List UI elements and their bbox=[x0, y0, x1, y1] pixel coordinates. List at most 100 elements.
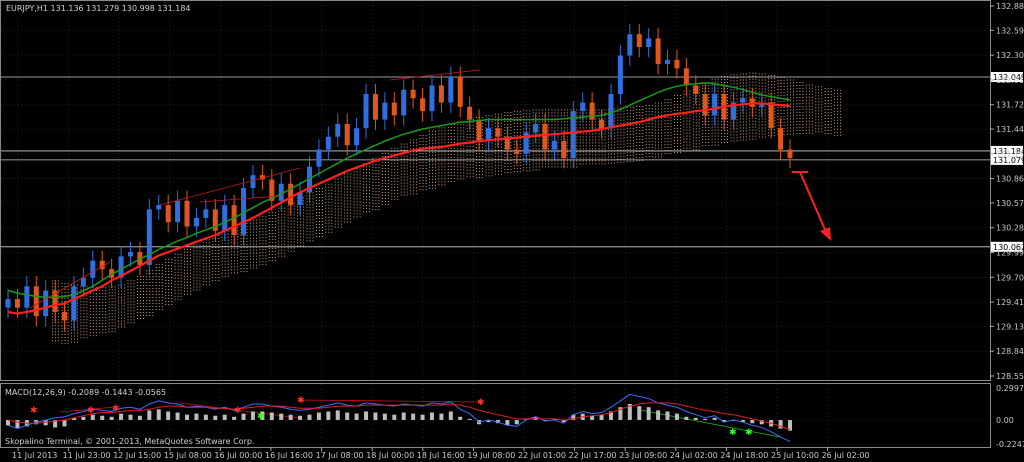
x-tick-label: 18 Jul 16:00 bbox=[417, 451, 465, 460]
candle-body bbox=[401, 89, 407, 116]
macd-histogram-bar bbox=[788, 420, 792, 431]
x-tick-label: 22 Jul 17:00 bbox=[569, 451, 617, 460]
candle-body bbox=[118, 256, 124, 278]
green-moving-average bbox=[7, 82, 791, 299]
macd-histogram-bar bbox=[524, 418, 529, 421]
candle-body bbox=[580, 102, 586, 112]
macd-histogram-bar bbox=[364, 411, 369, 421]
macd-histogram-bar bbox=[213, 415, 218, 421]
macd-histogram-bar bbox=[53, 420, 58, 428]
candle-body bbox=[674, 59, 680, 69]
macd-histogram-bar bbox=[166, 411, 171, 421]
candle-body bbox=[486, 128, 492, 142]
candle-body bbox=[372, 94, 378, 120]
x-tick-label: 23 Jul 09:00 bbox=[619, 451, 667, 460]
macd-signal-line bbox=[7, 402, 791, 431]
macd-star-marker: ✱ bbox=[234, 406, 242, 416]
candle-body bbox=[533, 123, 539, 133]
macd-histogram-bar bbox=[119, 413, 124, 421]
macd-histogram-bar bbox=[250, 411, 255, 421]
macd-histogram-bar bbox=[269, 412, 274, 421]
macd-histogram-bar bbox=[128, 414, 133, 421]
candle-body bbox=[80, 277, 86, 287]
candle-body bbox=[184, 200, 190, 227]
macd-y-tick-label: 0.2997 bbox=[996, 384, 1024, 393]
macd-star-marker: ✱ bbox=[112, 404, 120, 414]
y-tick-label: 129.705 bbox=[996, 273, 1024, 282]
macd-histogram-bar bbox=[298, 415, 303, 421]
x-tick-label: 18 Jul 00:00 bbox=[366, 451, 414, 460]
x-tick-label: 24 Jul 02:00 bbox=[670, 451, 718, 460]
candle-body bbox=[420, 98, 426, 112]
macd-histogram-bar bbox=[439, 413, 444, 421]
x-tick-label: 26 Jul 02:00 bbox=[822, 451, 870, 460]
candle-body bbox=[467, 106, 473, 120]
macd-histogram-bar bbox=[326, 411, 331, 421]
candle-body bbox=[278, 183, 284, 201]
macd-histogram-bar bbox=[618, 407, 623, 421]
candle-body bbox=[354, 128, 360, 146]
candle-body bbox=[335, 123, 341, 137]
macd-histogram-bar bbox=[674, 413, 679, 421]
y-tick-label: 129.995 bbox=[996, 249, 1024, 258]
macd-histogram-bar bbox=[458, 416, 463, 421]
candle-body bbox=[250, 175, 256, 189]
macd-histogram-bar bbox=[712, 417, 717, 421]
candle-body bbox=[43, 290, 49, 317]
macd-histogram-bar bbox=[693, 417, 698, 421]
macd-histogram-bar bbox=[288, 414, 293, 421]
y-tick-label: 131.150 bbox=[996, 150, 1024, 159]
macd-histogram-bar bbox=[279, 413, 284, 421]
candle-body bbox=[316, 149, 322, 167]
macd-histogram-bar bbox=[514, 420, 519, 425]
candle-body bbox=[589, 102, 595, 120]
candle-body bbox=[212, 209, 218, 231]
macd-histogram-bar bbox=[203, 414, 208, 421]
symbol-header: EURJPY,H1 131.136 131.279 130.998 131.18… bbox=[6, 4, 191, 13]
candle-body bbox=[514, 149, 520, 154]
x-tick-label: 17 Jul 08:00 bbox=[316, 451, 364, 460]
candle-body bbox=[787, 149, 793, 159]
y-tick-label: 132.880 bbox=[996, 2, 1024, 11]
candle-body bbox=[627, 34, 633, 56]
candle-body bbox=[599, 119, 605, 129]
candle-body bbox=[288, 183, 294, 206]
candle-body bbox=[759, 102, 765, 107]
macd-histogram-bar bbox=[109, 416, 114, 421]
macd-indicator bbox=[1, 393, 990, 442]
time-axis: 11 Jul 2013 11 Jul 23:00 12 Jul 15:00 15 Ju… bbox=[12, 447, 870, 460]
x-tick-label: 12 Jul 15:00 bbox=[113, 451, 161, 460]
macd-star-marker: ✱ bbox=[297, 396, 305, 406]
candle-body bbox=[542, 123, 548, 150]
candle-body bbox=[617, 55, 623, 95]
macd-histogram-bar bbox=[599, 414, 604, 421]
candle-body bbox=[551, 141, 557, 150]
candle-body bbox=[740, 98, 746, 103]
macd-star-marker: ✱ bbox=[30, 406, 38, 416]
macd-histogram-bar bbox=[665, 411, 670, 421]
macd-star-marker: ✱ bbox=[257, 412, 265, 422]
macd-histogram-bar bbox=[241, 413, 246, 421]
macd-star-marker: ✱ bbox=[729, 428, 737, 438]
candle-body bbox=[495, 128, 501, 137]
macd-histogram-bar bbox=[740, 420, 745, 423]
macd-histogram-bar bbox=[382, 413, 387, 421]
x-tick-label: 11 Jul 2013 bbox=[12, 451, 57, 460]
macd-histogram-bar bbox=[552, 418, 557, 421]
trend-lines[interactable] bbox=[29, 69, 781, 438]
candle-body bbox=[99, 260, 105, 270]
candle-body bbox=[570, 111, 576, 159]
macd-histogram-bar bbox=[147, 410, 152, 421]
candle-body bbox=[523, 132, 529, 154]
macd-histogram-bar bbox=[637, 406, 642, 421]
macd-histogram-bar bbox=[486, 420, 491, 423]
candle-body bbox=[33, 286, 39, 317]
candle-body bbox=[561, 141, 567, 159]
macd-histogram-bar bbox=[646, 407, 651, 421]
macd-histogram-bar bbox=[156, 409, 161, 421]
candle-body bbox=[504, 136, 510, 150]
price-axis: 132.880 132.595 132.305 132.015 131.725 131.4… bbox=[990, 2, 1024, 381]
macd-histogram-bar bbox=[71, 417, 76, 421]
